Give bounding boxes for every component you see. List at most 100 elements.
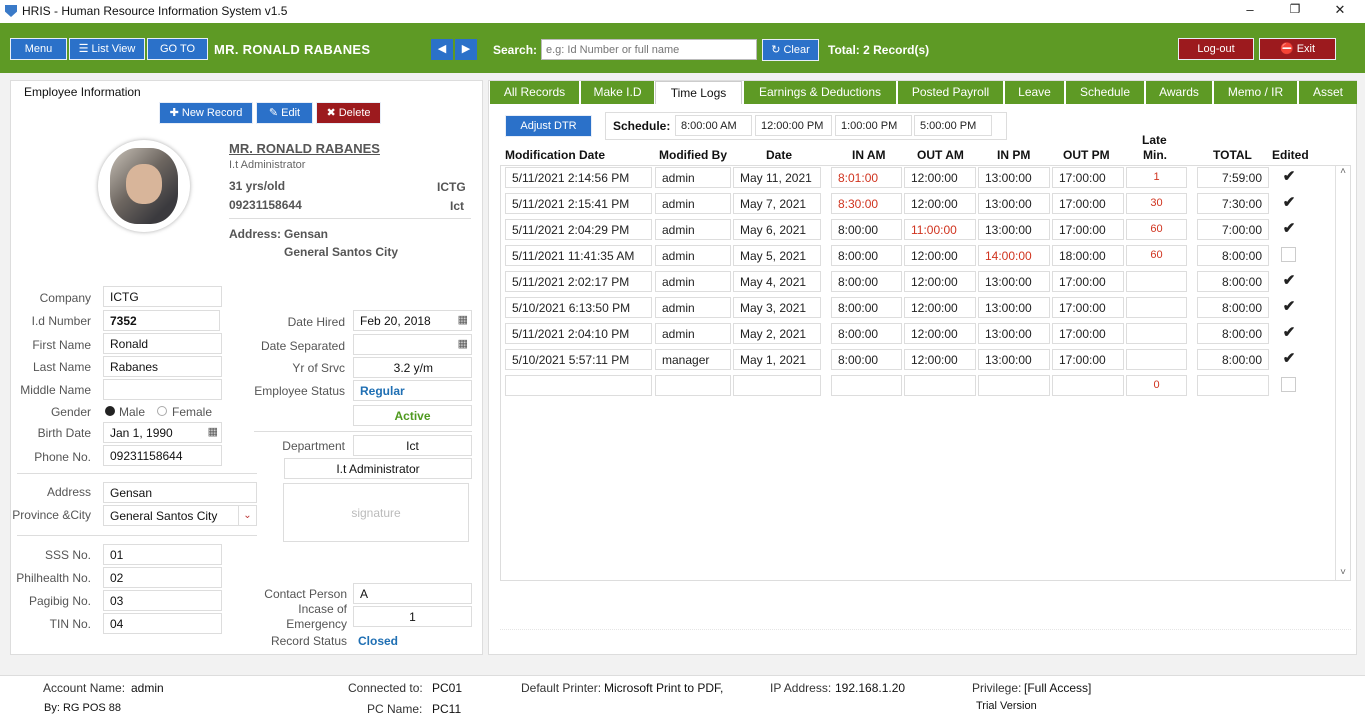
cell-mod[interactable]: 5/11/2021 2:02:17 PM	[505, 271, 652, 292]
maximize-icon[interactable]: ❐	[1289, 2, 1301, 16]
female-radio[interactable]	[157, 406, 167, 416]
cell-out-pm[interactable]: 17:00:00	[1052, 271, 1124, 292]
date-separated-field[interactable]: ▦	[353, 334, 472, 355]
exit-button[interactable]: ⛔ Exit	[1259, 38, 1336, 60]
cell-out-pm[interactable]	[1052, 375, 1124, 396]
cell-total[interactable]: 7:30:00	[1197, 193, 1269, 214]
cell-total[interactable]: 7:59:00	[1197, 167, 1269, 188]
adjust-dtr-button[interactable]: Adjust DTR	[505, 115, 592, 137]
cell-in-pm[interactable]	[978, 375, 1050, 396]
vertical-scrollbar[interactable]: ˄ ˅	[1335, 166, 1350, 580]
date-hired-field[interactable]: Feb 20, 2018 ▦	[353, 310, 472, 331]
tab-asset[interactable]: Asset	[1299, 81, 1357, 104]
birth-date-field[interactable]: Jan 1, 1990 ▦	[103, 422, 222, 443]
cell-by[interactable]: admin	[655, 271, 731, 292]
tab-memo-ir[interactable]: Memo / IR	[1214, 81, 1297, 104]
calendar-icon[interactable]: ▦	[207, 426, 218, 438]
contact-person-field[interactable]: A	[353, 583, 472, 604]
sss-field[interactable]: 01	[103, 544, 222, 565]
cell-in-am[interactable]: 8:00:00	[831, 219, 902, 240]
edited-checkbox-checked[interactable]: ✔	[1282, 350, 1296, 367]
middle-name-field[interactable]	[103, 379, 222, 400]
menu-button[interactable]: Menu	[10, 38, 67, 60]
cell-total[interactable]: 8:00:00	[1197, 297, 1269, 318]
cell-in-am[interactable]: 8:30:00	[831, 193, 902, 214]
cell-date[interactable]: May 11, 2021	[733, 167, 821, 188]
cell-out-pm[interactable]: 17:00:00	[1052, 219, 1124, 240]
cell-in-pm[interactable]: 14:00:00	[978, 245, 1050, 266]
cell-mod[interactable]: 5/11/2021 2:04:29 PM	[505, 219, 652, 240]
cell-out-am[interactable]: 12:00:00	[904, 297, 976, 318]
cell-late[interactable]: 60	[1126, 219, 1187, 240]
province-select[interactable]: General Santos City ⌄	[103, 505, 257, 526]
logout-button[interactable]: Log-out	[1178, 38, 1254, 60]
next-record-icon[interactable]: ▶	[455, 39, 477, 60]
new-record-button[interactable]: ✚ New Record	[159, 102, 253, 124]
cell-total[interactable]: 8:00:00	[1197, 323, 1269, 344]
cell-date[interactable]: May 1, 2021	[733, 349, 821, 370]
cell-out-am[interactable]: 12:00:00	[904, 323, 976, 344]
delete-button[interactable]: ✖ Delete	[316, 102, 381, 124]
cell-in-am[interactable]: 8:00:00	[831, 349, 902, 370]
edited-checkbox-checked[interactable]: ✔	[1282, 194, 1296, 211]
cell-mod[interactable]: 5/11/2021 11:41:35 AM	[505, 245, 652, 266]
cell-total[interactable]: 8:00:00	[1197, 245, 1269, 266]
cell-out-am[interactable]	[904, 375, 976, 396]
cell-out-am[interactable]: 12:00:00	[904, 245, 976, 266]
cell-date[interactable]	[733, 375, 821, 396]
company-field[interactable]: ICTG	[103, 286, 222, 307]
close-icon[interactable]: ✕	[1334, 2, 1346, 17]
edited-checkbox-checked[interactable]: ✔	[1282, 272, 1296, 289]
cell-total[interactable]: 8:00:00	[1197, 349, 1269, 370]
cell-in-pm[interactable]: 13:00:00	[978, 349, 1050, 370]
cell-date[interactable]: May 4, 2021	[733, 271, 821, 292]
chevron-down-icon[interactable]: ⌄	[238, 506, 256, 525]
cell-late[interactable]	[1126, 323, 1187, 344]
address-field[interactable]: Gensan	[103, 482, 257, 503]
employee-photo[interactable]	[98, 140, 190, 232]
cell-out-pm[interactable]: 17:00:00	[1052, 297, 1124, 318]
search-input[interactable]	[541, 39, 757, 60]
tab-awards[interactable]: Awards	[1146, 81, 1212, 104]
calendar-icon[interactable]: ▦	[457, 314, 468, 326]
pagibig-field[interactable]: 03	[103, 590, 222, 611]
cell-in-am[interactable]: 8:00:00	[831, 271, 902, 292]
edited-checkbox-checked[interactable]: ✔	[1282, 220, 1296, 237]
cell-late[interactable]: 0	[1126, 375, 1187, 396]
scroll-down-icon[interactable]: ˅	[1340, 567, 1346, 578]
cell-total[interactable]	[1197, 375, 1269, 396]
cell-out-am[interactable]: 12:00:00	[904, 349, 976, 370]
cell-out-am[interactable]: 12:00:00	[904, 167, 976, 188]
tab-time-logs[interactable]: Time Logs	[655, 81, 742, 104]
tab-leave[interactable]: Leave	[1005, 81, 1064, 104]
cell-in-pm[interactable]: 13:00:00	[978, 297, 1050, 318]
cell-in-pm[interactable]: 13:00:00	[978, 193, 1050, 214]
emergency-field[interactable]: 1	[353, 606, 472, 627]
cell-in-pm[interactable]: 13:00:00	[978, 219, 1050, 240]
edited-checkbox[interactable]	[1281, 377, 1296, 392]
prev-record-icon[interactable]: ◀	[431, 39, 453, 60]
cell-out-pm[interactable]: 17:00:00	[1052, 193, 1124, 214]
cell-late[interactable]: 30	[1126, 193, 1187, 214]
edited-checkbox-checked[interactable]: ✔	[1282, 168, 1296, 185]
edited-checkbox-checked[interactable]: ✔	[1282, 298, 1296, 315]
cell-late[interactable]	[1126, 271, 1187, 292]
philhealth-field[interactable]: 02	[103, 567, 222, 588]
cell-mod[interactable]: 5/11/2021 2:14:56 PM	[505, 167, 652, 188]
cell-in-am[interactable]	[831, 375, 902, 396]
cell-by[interactable]: manager	[655, 349, 731, 370]
cell-out-am[interactable]: 11:00:00	[904, 219, 976, 240]
cell-late[interactable]	[1126, 349, 1187, 370]
edited-checkbox-checked[interactable]: ✔	[1282, 324, 1296, 341]
last-name-field[interactable]: Rabanes	[103, 356, 222, 377]
cell-mod[interactable]: 5/11/2021 2:04:10 PM	[505, 323, 652, 344]
cell-mod[interactable]: 5/10/2021 5:57:11 PM	[505, 349, 652, 370]
first-name-field[interactable]: Ronald	[103, 333, 222, 354]
edit-button[interactable]: ✎ Edit	[256, 102, 313, 124]
cell-in-am[interactable]: 8:00:00	[831, 323, 902, 344]
cell-out-pm[interactable]: 18:00:00	[1052, 245, 1124, 266]
cell-by[interactable]	[655, 375, 731, 396]
edited-checkbox[interactable]	[1281, 247, 1296, 262]
cell-in-am[interactable]: 8:00:00	[831, 297, 902, 318]
cell-in-pm[interactable]: 13:00:00	[978, 271, 1050, 292]
